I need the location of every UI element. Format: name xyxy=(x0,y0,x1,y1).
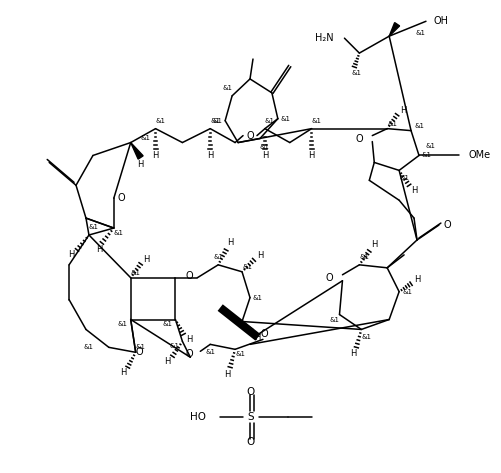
Text: &1: &1 xyxy=(205,350,215,355)
Text: HO: HO xyxy=(190,412,206,422)
Text: &1: &1 xyxy=(386,121,396,127)
Text: &1: &1 xyxy=(415,30,425,36)
Text: &1: &1 xyxy=(311,118,321,123)
Text: &1: &1 xyxy=(89,224,99,230)
Text: O: O xyxy=(185,271,193,281)
Text: &1: &1 xyxy=(140,135,150,140)
Text: &1: &1 xyxy=(253,295,263,301)
Text: H: H xyxy=(413,275,419,284)
Text: S: S xyxy=(247,412,254,422)
Polygon shape xyxy=(130,142,143,159)
Text: H: H xyxy=(137,160,144,169)
Text: H: H xyxy=(223,370,230,379)
Text: H: H xyxy=(350,349,356,358)
Text: &1: &1 xyxy=(401,289,411,295)
Text: &1: &1 xyxy=(130,270,140,276)
Text: H: H xyxy=(370,240,377,249)
Text: &1: &1 xyxy=(114,230,124,236)
Text: &1: &1 xyxy=(213,254,223,260)
Text: O: O xyxy=(442,220,450,230)
Text: OH: OH xyxy=(433,16,448,26)
Text: &1: &1 xyxy=(361,334,371,341)
Text: O: O xyxy=(118,193,125,203)
Text: H: H xyxy=(143,255,149,264)
Text: H: H xyxy=(308,151,314,160)
Text: &1: &1 xyxy=(398,175,408,181)
Text: H: H xyxy=(410,186,416,195)
Text: &1: &1 xyxy=(329,316,339,323)
Text: &1: &1 xyxy=(413,123,423,129)
Text: &1: &1 xyxy=(280,116,290,122)
Text: H: H xyxy=(120,368,127,377)
Text: O: O xyxy=(355,133,362,144)
Text: &1: &1 xyxy=(351,70,361,76)
Text: H: H xyxy=(261,151,268,160)
Text: H: H xyxy=(256,251,263,260)
Text: &1: &1 xyxy=(260,143,270,149)
Text: O: O xyxy=(246,437,255,447)
Text: O: O xyxy=(260,329,267,340)
Text: O: O xyxy=(135,347,143,357)
Text: &1: &1 xyxy=(265,118,275,123)
Text: O: O xyxy=(246,387,255,397)
Text: &1: &1 xyxy=(425,142,435,149)
Text: H: H xyxy=(254,333,260,342)
Text: H: H xyxy=(96,245,102,254)
Polygon shape xyxy=(388,23,399,36)
Text: H: H xyxy=(186,335,192,344)
Text: H: H xyxy=(68,250,74,259)
Text: O: O xyxy=(325,273,333,283)
Text: &1: &1 xyxy=(241,264,252,270)
Text: &1: &1 xyxy=(155,118,165,123)
Text: H: H xyxy=(164,357,170,366)
Text: &1: &1 xyxy=(84,344,94,350)
Text: H: H xyxy=(152,151,158,160)
Text: &1: &1 xyxy=(421,152,431,158)
Text: &1: &1 xyxy=(118,322,127,327)
Text: &1: &1 xyxy=(212,118,222,123)
Text: O: O xyxy=(185,349,193,359)
Text: H: H xyxy=(226,238,233,247)
Text: &1: &1 xyxy=(169,343,179,350)
Text: O: O xyxy=(245,131,254,140)
Text: &1: &1 xyxy=(135,344,145,350)
Text: H₂N: H₂N xyxy=(315,33,333,43)
Text: &1: &1 xyxy=(162,322,172,327)
Text: OMe: OMe xyxy=(468,150,490,160)
Text: &1: &1 xyxy=(359,254,369,260)
Text: &1: &1 xyxy=(234,351,244,357)
Text: &1: &1 xyxy=(222,85,231,91)
Text: H: H xyxy=(206,151,213,160)
Text: H: H xyxy=(399,106,405,115)
Text: &1: &1 xyxy=(210,118,220,123)
